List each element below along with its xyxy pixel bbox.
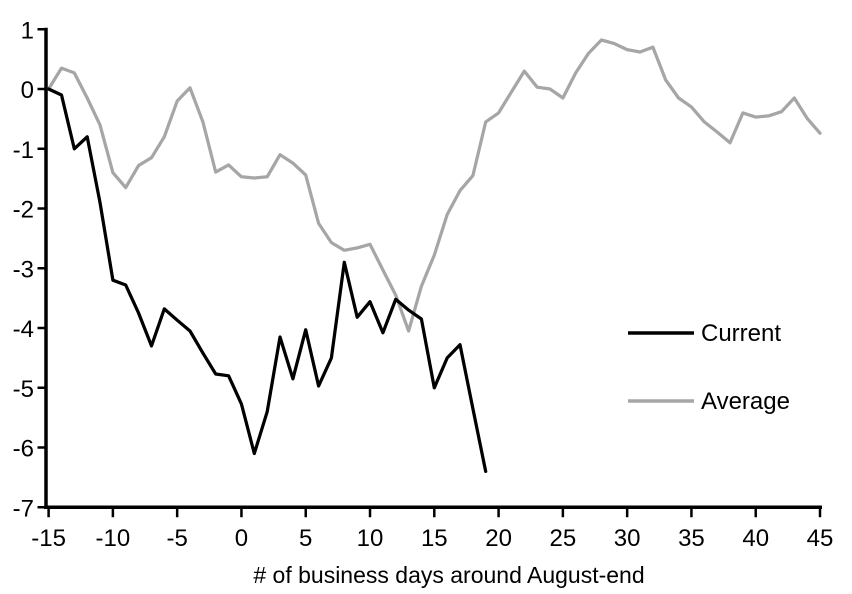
y-tick-label: 1 (21, 17, 34, 44)
x-tick-label: 0 (235, 525, 248, 552)
x-tick-label: 25 (550, 525, 577, 552)
y-tick-label: -5 (13, 376, 34, 403)
x-tick-label: 5 (299, 525, 312, 552)
legend-label-average: Average (701, 388, 790, 415)
series-current-line (46, 87, 488, 474)
plot-area: 10-1-2-3-4-5-6-7-15 -10 -5 0 5 10 15 20 25 30 35 40… (13, 17, 834, 552)
y-tick-label: 0 (21, 77, 34, 104)
legend: Current Average (628, 320, 790, 415)
x-tick-label: -15 (31, 525, 66, 552)
x-tick-label: 10 (357, 525, 384, 552)
series-average-line (46, 38, 822, 333)
x-tick-label: 30 (614, 525, 641, 552)
legend-label-current: Current (701, 320, 781, 347)
x-tick-label: 20 (485, 525, 512, 552)
x-tick-label: 15 (421, 525, 448, 552)
y-tick-label: -6 (13, 436, 34, 463)
x-tick-label: 40 (742, 525, 769, 552)
y-tick-label: -2 (13, 197, 34, 224)
y-tick-label: -1 (13, 137, 34, 164)
y-tick-label: -3 (13, 256, 34, 283)
y-tick-label: -7 (13, 495, 34, 522)
y-tick-label: -4 (13, 316, 34, 343)
x-axis-title: # of business days around August-end (253, 562, 644, 588)
x-tick-label: -10 (96, 525, 131, 552)
x-tick-label: 35 (678, 525, 705, 552)
x-tick-label: 45 (807, 525, 834, 552)
x-tick-label: -5 (166, 525, 187, 552)
